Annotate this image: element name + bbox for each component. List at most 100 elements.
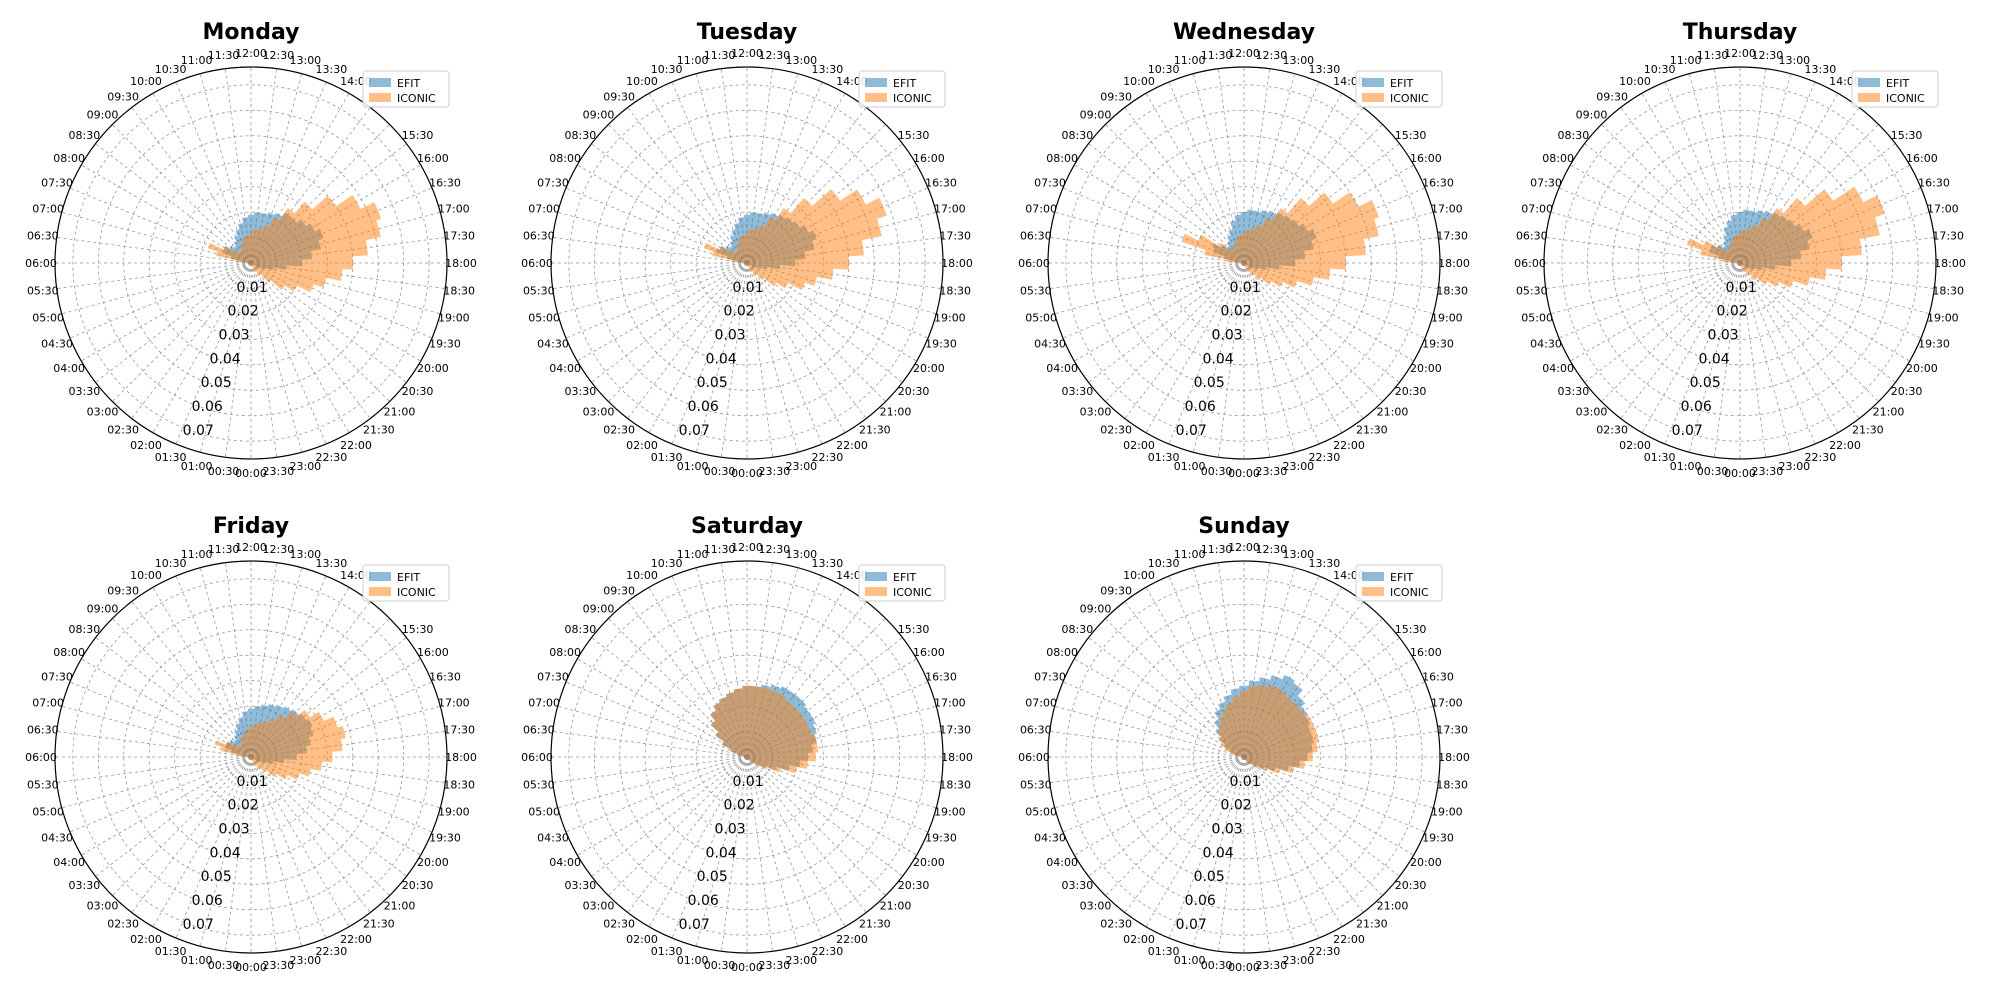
theta-gridline: [112, 124, 252, 264]
r-gridline: [97, 603, 405, 911]
theta-tick-label: 22:00: [1333, 439, 1365, 452]
r-tick-label: 0.01: [732, 280, 763, 296]
theta-tick-label: 17:30: [939, 230, 971, 243]
bar-iconic-20-00: [747, 263, 789, 289]
theta-gridline: [1049, 731, 1245, 758]
bar-iconic-17-30: [1244, 742, 1318, 757]
bar-iconic-15-00: [1740, 197, 1806, 263]
theta-tick-label: 02:30: [1596, 424, 1628, 437]
bar-iconic-06-30: [1722, 259, 1740, 263]
theta-tick-label: 12:00: [731, 541, 763, 554]
theta-tick-label: 12:00: [235, 541, 267, 554]
bar-iconic-10-00: [239, 738, 251, 757]
bar-iconic-12-30: [747, 229, 754, 263]
theta-gridline: [1192, 756, 1245, 947]
bar-iconic-01-00: [746, 263, 747, 266]
theta-gridline: [1584, 143, 1741, 264]
theta-gridline: [591, 143, 748, 264]
theta-tick-label: 17:30: [443, 230, 475, 243]
r-tick-label: 0.01: [732, 774, 763, 790]
theta-tick-label: 08:30: [565, 129, 597, 142]
theta-gridline: [746, 262, 846, 433]
theta-tick-label: 03:30: [1558, 385, 1590, 398]
legend-swatch-efit: [369, 78, 391, 87]
theta-gridline: [1584, 262, 1741, 383]
theta-gridline: [746, 262, 823, 445]
theta-tick-label: 12:30: [1752, 49, 1784, 62]
theta-tick-label: 04:00: [549, 362, 581, 375]
bar-iconic-14-00: [1740, 217, 1769, 263]
theta-gridline: [1558, 262, 1741, 339]
theta-tick-label: 22:30: [1805, 451, 1837, 464]
bar-iconic-01-30: [1243, 757, 1244, 759]
bar-iconic-10-30: [1233, 241, 1244, 263]
theta-gridline: [1088, 756, 1245, 877]
bar-iconic-21-30: [1740, 263, 1751, 276]
theta-tick-label: 20:30: [402, 879, 434, 892]
theta-tick-label: 09:30: [603, 90, 635, 103]
r-tick-label: 0.05: [201, 869, 232, 885]
bar-iconic-10-00: [239, 244, 251, 263]
theta-tick-label: 05:00: [528, 311, 560, 324]
theta-gridline: [175, 756, 252, 939]
bar-iconic-21-00: [1740, 263, 1758, 281]
theta-tick-label: 06:00: [25, 751, 57, 764]
theta-tick-label: 11:30: [208, 49, 240, 62]
theta-gridline: [95, 143, 252, 264]
theta-tick-label: 00:00: [235, 467, 267, 480]
bar-iconic-05-30: [744, 263, 747, 264]
theta-tick-label: 00:00: [1228, 961, 1260, 974]
theta-tick-label: 01:00: [181, 460, 213, 473]
bar-iconic-18-30: [747, 757, 808, 769]
bar-iconic-22-00: [251, 757, 257, 767]
theta-gridline: [250, 756, 371, 913]
bar-iconic-00-30: [746, 263, 747, 266]
panel-title: Saturday: [691, 514, 803, 539]
bar-iconic-21-00: [251, 757, 267, 773]
bar-iconic-23-00: [251, 757, 253, 762]
bar-iconic-11-00: [738, 238, 747, 263]
legend: EFIT ICONIC: [362, 70, 450, 108]
bar-iconic-16-30: [251, 716, 338, 757]
theta-tick-label: 04:00: [549, 856, 581, 869]
bar-iconic-12-30: [747, 685, 761, 757]
theta-gridline: [695, 262, 748, 453]
theta-tick-label: 10:30: [1644, 63, 1676, 76]
bar-iconic-18-00: [747, 752, 816, 762]
bar-iconic-04-30: [1738, 263, 1740, 264]
theta-tick-label: 00:30: [208, 465, 240, 478]
legend-label-iconic: ICONIC: [397, 586, 436, 599]
r-tick-label: 0.06: [192, 399, 223, 415]
theta-tick-label: 20:30: [1395, 385, 1427, 398]
bar-iconic-08-30: [715, 731, 747, 757]
bar-iconic-13-00: [251, 228, 263, 263]
bar-iconic-18-00: [1740, 256, 1842, 270]
legend-label-iconic: ICONIC: [397, 92, 436, 105]
theta-gridline: [250, 756, 303, 947]
theta-tick-label: 09:30: [1596, 90, 1628, 103]
theta-gridline: [81, 658, 252, 758]
r-tick-label: 0.04: [210, 845, 241, 861]
bar-iconic-09-00: [1217, 730, 1244, 757]
theta-gridline: [557, 756, 748, 809]
polar-frame: [1543, 66, 1937, 460]
r-tick-label: 0.03: [1212, 821, 1243, 837]
bar-iconic-23-00: [1244, 757, 1245, 760]
bar-iconic-18-00: [251, 751, 333, 763]
bar-iconic-18-30: [251, 757, 323, 771]
theta-tick-label: 23:00: [289, 460, 321, 473]
bar-iconic-01-00: [250, 263, 251, 266]
bar-iconic-12-30: [251, 229, 258, 263]
theta-tick-label: 09:00: [1576, 109, 1608, 122]
bar-iconic-10-30: [1221, 708, 1244, 757]
r-gridline: [1612, 135, 1868, 391]
bar-iconic-09-30: [736, 250, 747, 263]
theta-tick-label: 19:00: [1431, 311, 1463, 324]
r-gridline: [593, 109, 901, 417]
series-iconic: [207, 195, 382, 293]
theta-tick-label: 07:30: [1530, 177, 1562, 190]
bar-iconic-05-30: [1737, 263, 1740, 264]
theta-gridline: [250, 262, 327, 445]
r-gridline: [593, 603, 901, 911]
theta-tick-label: 04:00: [53, 856, 85, 869]
